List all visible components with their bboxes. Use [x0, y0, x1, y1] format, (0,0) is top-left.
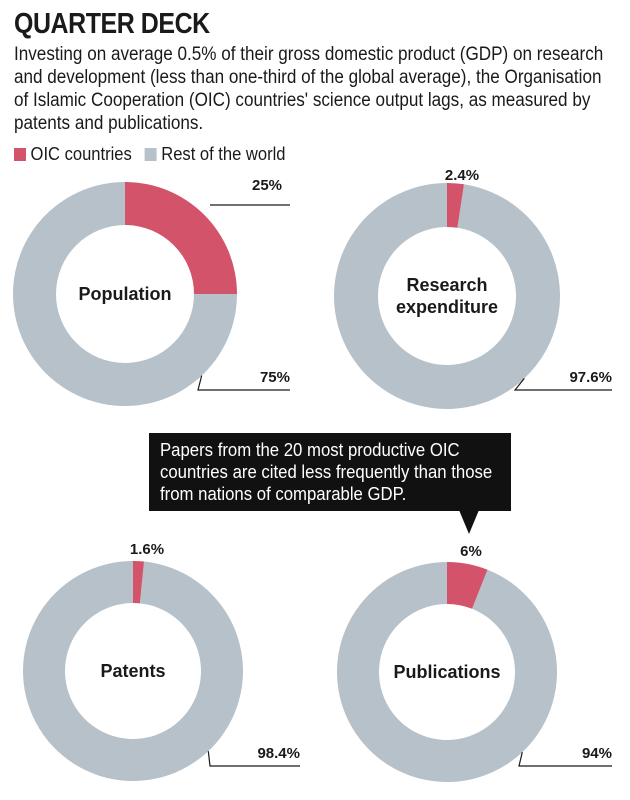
donut-chart-patents: 1.6% 98.4% Patents: [23, 541, 300, 781]
legend-item-oic: OIC countries: [14, 144, 132, 165]
data-label-rest: 97.6%: [569, 369, 612, 386]
leader-line-rest: [513, 377, 612, 391]
slice-oic: [125, 182, 237, 294]
callout-box: Papers from the 20 most productive OIC c…: [149, 433, 511, 511]
donut-center-label: Publications: [393, 662, 500, 682]
donut-center-label: expenditure: [396, 297, 498, 317]
slice-rest-of-world: [13, 182, 237, 406]
donut-center-label: Patents: [100, 661, 165, 681]
legend-swatch-oic: [14, 148, 26, 161]
data-label-rest: 98.4%: [257, 745, 300, 762]
data-label-oic: 1.6%: [130, 541, 164, 558]
donut-center-label: Population: [79, 284, 172, 304]
data-label-oic: 6%: [460, 543, 482, 560]
data-label-rest: 94%: [582, 745, 612, 762]
data-label-rest: 75%: [260, 369, 290, 386]
donut-chart-publications: 6% 94% Publications: [336, 543, 612, 782]
legend-swatch-rest: [144, 148, 157, 161]
donut-center-label: Research: [406, 275, 487, 295]
slice-oic: [447, 183, 464, 228]
legend-label-oic: OIC countries: [30, 144, 132, 164]
data-label-oic: 2.4%: [445, 167, 479, 184]
legend-item-rest: Rest of the world: [144, 144, 286, 165]
leader-line-rest: [518, 752, 612, 767]
legend: OIC countries Rest of the world: [14, 144, 298, 165]
data-label-oic: 25%: [252, 177, 282, 194]
legend-label-rest: Rest of the world: [161, 144, 286, 164]
callout-pointer: [459, 510, 479, 534]
slice-rest-of-world: [334, 183, 561, 409]
slice-oic: [133, 561, 145, 604]
leader-line-rest: [207, 751, 300, 767]
leader-line-rest: [197, 375, 290, 391]
page-subtitle: Investing on average 0.5% of their gross…: [14, 44, 604, 134]
slice-oic: [447, 562, 488, 609]
page-title: QUARTER DECK: [14, 8, 210, 40]
callout-text: Papers from the 20 most productive OIC c…: [160, 440, 493, 504]
donut-chart-population: 25% 75% Population: [13, 177, 290, 406]
slice-rest-of-world: [336, 562, 557, 782]
slice-rest-of-world: [23, 561, 244, 781]
